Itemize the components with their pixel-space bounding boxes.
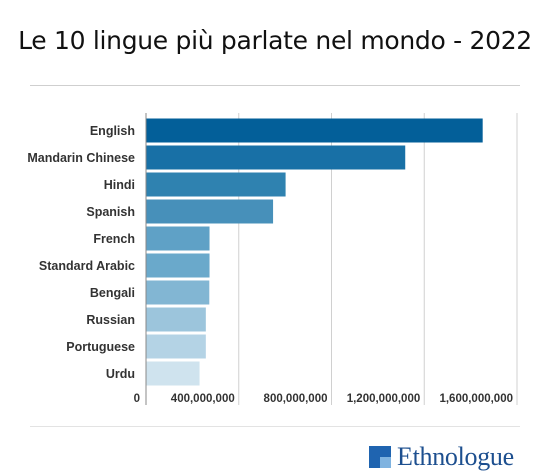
x-tick-label: 0 <box>134 393 140 405</box>
footer-divider <box>30 426 520 427</box>
bar-hindi <box>146 172 286 197</box>
x-tick-label: 800,000,000 <box>264 393 328 405</box>
bar-standard-arabic <box>146 253 210 278</box>
ethnologue-logo-icon <box>369 446 391 468</box>
ethnologue-logo: Ethnologue <box>369 442 514 471</box>
bar-portuguese <box>146 334 206 359</box>
category-label: Hindi <box>104 178 135 192</box>
bar-english <box>146 118 483 143</box>
category-label: Spanish <box>86 205 135 219</box>
x-tick-label: 1,200,000,000 <box>347 393 421 405</box>
bar-spanish <box>146 199 274 224</box>
category-label: English <box>90 124 135 138</box>
bar-french <box>146 226 210 251</box>
x-tick-label: 1,600,000,000 <box>439 393 513 405</box>
category-label: Portuguese <box>66 340 135 354</box>
bar-chart: English Mandarin Chinese Hindi Spanish Frenc… <box>27 113 518 405</box>
bar-mandarin-chinese <box>146 145 406 170</box>
logo-text: Ethnologue <box>397 442 514 471</box>
bar-russian <box>146 307 206 332</box>
chart-title: Le 10 lingue più parlate nel mondo - 202… <box>18 26 532 55</box>
title-divider <box>30 85 520 86</box>
bar-urdu <box>146 361 200 386</box>
category-label: Mandarin Chinese <box>27 151 135 165</box>
category-label: Bengali <box>90 286 135 300</box>
category-label: French <box>93 232 135 246</box>
category-label: Urdu <box>106 367 135 381</box>
category-label: Standard Arabic <box>39 259 135 273</box>
bar-bengali <box>146 280 210 305</box>
category-label: Russian <box>86 313 135 327</box>
x-tick-label: 400,000,000 <box>171 393 235 405</box>
